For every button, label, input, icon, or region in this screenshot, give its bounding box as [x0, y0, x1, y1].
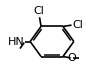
Text: HN: HN	[8, 37, 24, 46]
Text: Cl: Cl	[73, 20, 84, 30]
Text: Cl: Cl	[34, 6, 44, 16]
Text: O: O	[67, 53, 76, 63]
